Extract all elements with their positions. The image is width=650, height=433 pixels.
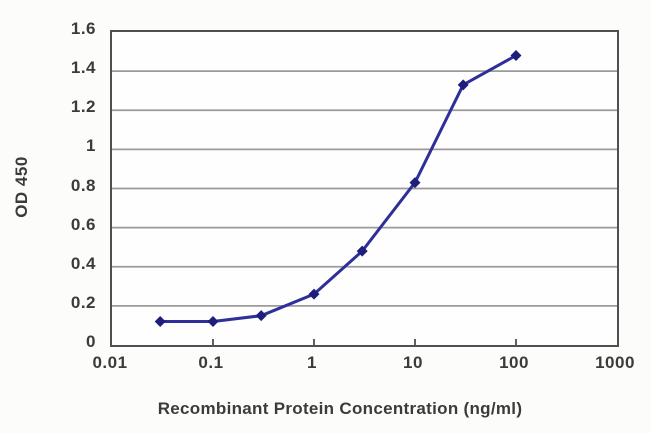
x-tick-label: 1000 [595,353,635,372]
y-tick-label: 0.4 [70,253,96,273]
data-point-marker [510,49,522,61]
y-tick-label: 1.2 [70,97,96,117]
x-tick-label: 10 [403,353,423,372]
y-axis-title: OD 450 [12,156,31,218]
y-tick-label: 1.4 [70,58,96,78]
y-tick-label: 0 [86,332,96,352]
chart-svg [112,49,617,345]
y-tick-label: 1.6 [70,19,96,39]
data-point-marker [356,245,368,257]
x-axis-title: Recombinant Protein Concentration (ng/ml… [157,399,523,418]
x-tick-label: 100 [499,353,529,372]
data-point-marker [308,288,320,300]
data-line [158,54,518,323]
data-point-marker [207,316,219,328]
data-point-marker [457,79,469,91]
plot-area [110,30,619,347]
x-tick-label: 1 [307,353,317,372]
x-tick-label: 0.01 [92,353,128,372]
y-tick-label: 0.6 [70,214,96,234]
y-tick-label: 0.8 [70,175,96,195]
y-tick-label: 0.2 [70,293,96,313]
y-tick-label: 1 [86,136,96,156]
x-tick-label: 0.1 [198,353,224,372]
data-point-marker [409,177,421,189]
data-point-marker [154,316,166,328]
data-point-marker [255,310,267,322]
